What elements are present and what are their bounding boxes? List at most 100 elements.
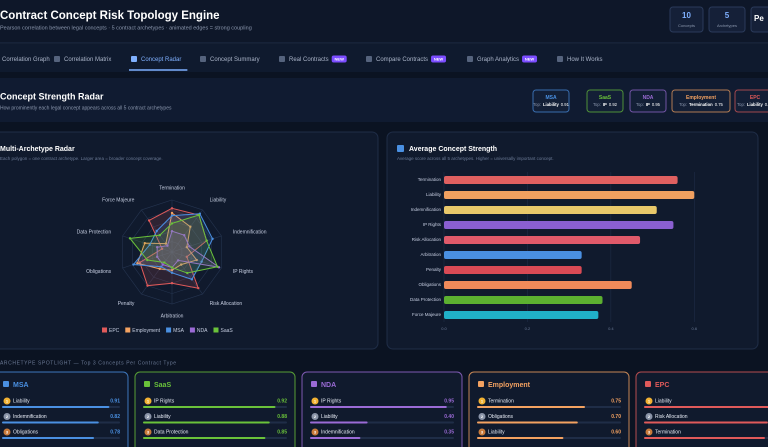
tab-icon xyxy=(54,56,60,62)
score-bar xyxy=(143,437,266,439)
radar-point xyxy=(170,214,174,217)
rank-badge xyxy=(3,428,11,436)
tab[interactable]: Correlation Matrix xyxy=(64,57,111,63)
rank: 1 xyxy=(6,398,9,403)
chip-name: EPC xyxy=(750,95,761,101)
tab[interactable]: Concept Summary xyxy=(210,57,260,63)
radar-point xyxy=(188,245,191,248)
tab[interactable]: How It Works xyxy=(567,57,603,63)
header-bar xyxy=(0,0,768,43)
score: 0.95 xyxy=(444,398,454,404)
concept: IP Rights xyxy=(321,398,342,404)
card xyxy=(301,371,463,447)
tab-icon xyxy=(467,56,473,62)
radar-point xyxy=(185,245,189,249)
legend-swatch xyxy=(166,327,172,333)
chip-top: Top: IP 0.92 xyxy=(593,102,618,107)
tab-icon xyxy=(557,56,563,62)
spotlight-title: ARCHETYPE SPOTLIGHT — Top 3 Concepts Per… xyxy=(0,360,177,366)
tab[interactable]: Correlation Graph xyxy=(2,57,50,63)
radar-point xyxy=(189,225,192,228)
radar-point xyxy=(170,207,174,210)
rank: 3 xyxy=(147,429,150,434)
concept: Indemnification xyxy=(13,414,47,420)
y-tick-label: Termination xyxy=(418,177,442,182)
radar-point xyxy=(155,245,159,249)
rank: 1 xyxy=(648,398,651,403)
chip-value: 0.95 xyxy=(652,102,661,107)
score: 0.70 xyxy=(611,414,621,420)
radar-point xyxy=(176,259,180,262)
bar xyxy=(444,191,695,199)
radar-point xyxy=(163,261,166,264)
radar-point xyxy=(158,233,161,237)
radar-point xyxy=(200,260,203,263)
badge-label: NEW xyxy=(525,56,535,61)
radar-point xyxy=(197,286,200,290)
score: 0.60 xyxy=(611,429,621,435)
y-tick-label: Force Majeure xyxy=(412,312,442,317)
rank: 2 xyxy=(147,414,150,419)
chip-value: 0.92 xyxy=(609,102,618,107)
chip-prefix: Top: xyxy=(737,102,745,107)
legend-swatch xyxy=(189,327,195,333)
tab[interactable]: Concept Radar xyxy=(141,57,181,63)
tab-icon xyxy=(366,56,372,62)
axis-label: Data Protection xyxy=(77,230,112,236)
axis-label: Obligations xyxy=(86,269,112,275)
rank: 3 xyxy=(314,429,317,434)
rank-badge xyxy=(478,397,486,405)
radar-point xyxy=(158,267,161,271)
tab[interactable]: Real Contracts xyxy=(289,57,329,63)
legend-swatch xyxy=(213,327,219,333)
tab[interactable]: Graph Analytics xyxy=(477,57,519,63)
score-bar xyxy=(310,421,368,424)
stat-label: Concepts xyxy=(678,23,695,28)
stat-label: Archetypes xyxy=(717,23,737,28)
bar xyxy=(444,206,657,214)
legend-swatch xyxy=(102,327,107,333)
card xyxy=(635,371,768,447)
card-title: Employment xyxy=(488,382,531,389)
rank: 1 xyxy=(147,398,150,403)
tab-icon xyxy=(131,56,137,62)
x-tick-label: 0.6 xyxy=(692,326,698,331)
radar-point xyxy=(155,229,158,233)
score-bar xyxy=(143,421,270,424)
concept: Obligations xyxy=(13,429,39,435)
tab-icon xyxy=(200,56,206,62)
rank-badge xyxy=(311,413,319,420)
bar xyxy=(444,176,678,184)
axis-label: Risk Allocation xyxy=(210,301,243,307)
panel-title: Average Concept Strength xyxy=(409,146,497,153)
card-icon xyxy=(478,381,484,387)
rank-badge xyxy=(144,428,152,436)
radar-point xyxy=(190,278,194,281)
chip-concept: Liability xyxy=(543,102,559,107)
bar xyxy=(444,251,582,259)
chip-value: 0.91 xyxy=(561,102,570,107)
score-bar xyxy=(310,406,447,408)
chip-value: 0.88 xyxy=(765,102,768,107)
radar-point xyxy=(179,263,183,266)
badge-label: NEW xyxy=(434,56,444,61)
bar xyxy=(444,221,674,229)
y-tick-label: Data Protection xyxy=(410,297,442,302)
card-icon xyxy=(645,381,651,387)
score: 0.78 xyxy=(110,429,120,435)
rank-badge xyxy=(144,413,152,420)
spoke xyxy=(141,251,173,295)
rank: 3 xyxy=(481,429,484,434)
radar-point xyxy=(148,243,151,246)
score: 0.40 xyxy=(444,414,454,420)
concept: Liability xyxy=(655,398,672,404)
axis-label: Arbitration xyxy=(161,313,184,319)
radar-panel xyxy=(0,131,379,350)
rank: 1 xyxy=(314,398,317,403)
x-tick-label: 0.4 xyxy=(608,326,614,331)
tab[interactable]: Compare Contracts xyxy=(376,57,428,63)
radar-point xyxy=(183,233,186,237)
card-title: SaaS xyxy=(154,382,171,389)
score: 0.91 xyxy=(110,398,120,404)
